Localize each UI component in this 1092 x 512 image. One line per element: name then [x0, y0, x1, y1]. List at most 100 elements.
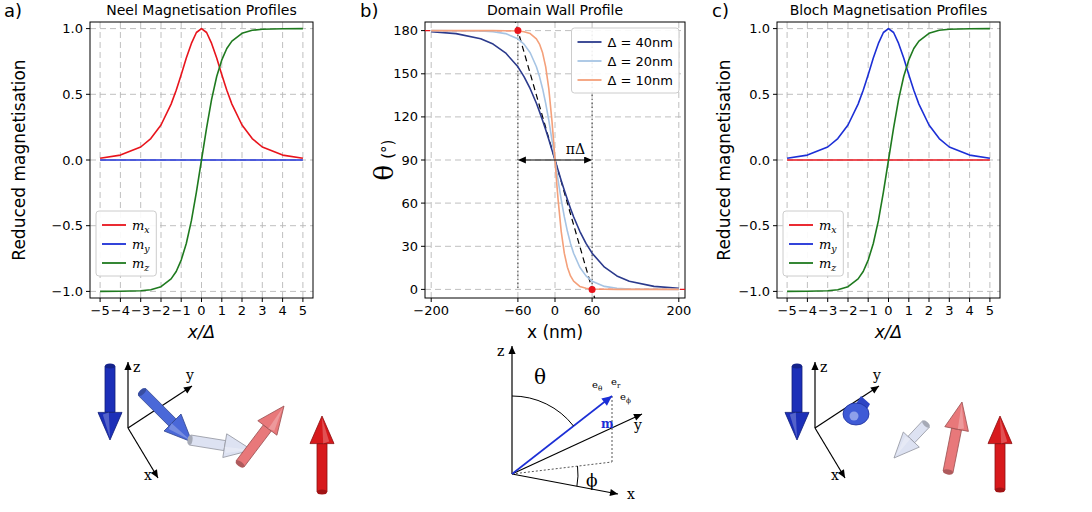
panel-title: Neel Magnetisation Profiles	[106, 2, 296, 18]
plot-frame	[90, 22, 313, 298]
legend-box	[572, 28, 680, 93]
panel-letter: a)	[4, 0, 22, 21]
x-axis-title: x (nm)	[527, 322, 583, 342]
symbol: m	[819, 218, 831, 233]
arrow-cone	[310, 416, 334, 444]
y-axis-unit: (°)	[379, 140, 397, 159]
y-tick-label: 0.0	[62, 153, 83, 168]
x-tick-label: 3	[258, 303, 266, 318]
tick-mark	[86, 160, 90, 161]
tick-mark	[929, 298, 930, 302]
tick-mark	[421, 73, 425, 74]
arrow-highlight	[895, 437, 910, 457]
y-axis-symbol: θ	[369, 165, 399, 181]
x-tick-label: 0	[197, 303, 205, 318]
y-tick-label: 1.0	[62, 21, 83, 36]
legend-label: Δ = 10nm	[608, 73, 674, 88]
z-axis	[814, 362, 815, 428]
legend-swatch	[102, 243, 126, 245]
neel-diagram: zyx	[98, 359, 334, 495]
arrow-base	[921, 419, 931, 429]
y-tick-label: −1.0	[738, 284, 770, 299]
tick-mark	[908, 298, 909, 302]
symbol: m	[132, 256, 144, 271]
arrow-head	[518, 156, 526, 163]
tick-mark	[773, 94, 777, 95]
symbol: m	[819, 256, 831, 271]
axis-name: y	[872, 367, 881, 383]
tangent-point	[514, 27, 521, 34]
y-tick-label: −0.5	[51, 218, 83, 233]
arrow-shaft	[138, 388, 176, 426]
x-tick-label: −60	[504, 303, 531, 318]
legend-swatch	[789, 224, 813, 226]
tick-mark	[421, 30, 425, 31]
axis-name: y	[633, 417, 642, 433]
subscript: y	[143, 243, 150, 254]
tangent-point	[589, 286, 596, 293]
tick-mark	[421, 203, 425, 204]
x-tick-label: −3	[818, 303, 837, 318]
arrow-cone	[843, 403, 869, 425]
axis-name: z	[820, 359, 827, 375]
tick-mark	[787, 298, 788, 302]
grid-line	[425, 246, 685, 247]
grid-line	[90, 94, 313, 95]
grid-line	[777, 94, 1000, 95]
x-tick-label: 200	[666, 303, 691, 318]
arrow-base	[995, 488, 1005, 493]
y-tick-label: 150	[393, 66, 418, 81]
tick-mark	[678, 298, 679, 302]
tick-mark	[161, 298, 162, 302]
x-tick-label: 0	[551, 303, 559, 318]
tick-mark	[773, 291, 777, 292]
tick-mark	[888, 298, 889, 302]
tick-mark	[848, 298, 849, 302]
panel: −5−4−3−2−1012345−1.0−0.50.00.51.0mxmymzB…	[714, 2, 1000, 342]
figure: a)b)c)−5−4−3−2−1012345−1.0−0.50.00.51.0m…	[0, 0, 1092, 512]
symbol: m	[132, 237, 144, 252]
arrow-highlight	[322, 418, 329, 444]
arrow-shaft	[105, 366, 115, 412]
arrow-base	[792, 364, 802, 369]
coordinate-diagram: zyxθϕeθereϕm	[497, 343, 642, 502]
axis-name: z	[497, 343, 504, 359]
tick-mark	[773, 28, 777, 29]
tick-mark	[431, 298, 432, 302]
tick-mark	[282, 298, 283, 302]
tick-mark	[773, 225, 777, 226]
axis-name: y	[185, 367, 194, 383]
tick-mark	[592, 298, 593, 302]
subscript: x	[144, 224, 150, 235]
symbol: m	[819, 237, 831, 252]
legend-box	[783, 211, 843, 276]
arrow-cone	[785, 412, 809, 440]
symbol: m	[132, 218, 144, 233]
legend-swatch	[789, 243, 813, 245]
legend-label: Δ = 20nm	[608, 54, 674, 69]
panel-letter: c)	[712, 0, 729, 21]
spin-arrow	[137, 387, 192, 442]
subscript: y	[830, 243, 837, 254]
axis-arrow-head	[183, 386, 192, 393]
arrow-base	[187, 435, 194, 446]
x-axis	[128, 428, 158, 478]
y-tick-label: 120	[393, 109, 418, 124]
axis-arrow-head	[811, 362, 818, 370]
x-tick-label: −4	[111, 303, 130, 318]
spin-arrow	[785, 364, 809, 441]
arrow-base	[105, 364, 115, 369]
y-tick-label: 60	[401, 196, 418, 211]
arrow-base	[317, 490, 327, 495]
y-tick-label: 1.0	[749, 21, 770, 36]
panel: −5−4−3−2−1012345−1.0−0.50.00.51.0mxmymzN…	[9, 2, 313, 342]
tick-mark	[969, 298, 970, 302]
x-axis-title: x/Δ	[874, 322, 902, 342]
spin-arrow	[894, 419, 931, 458]
arrow-cone	[988, 416, 1012, 444]
width-arrow	[518, 156, 592, 163]
arrow-shaft	[189, 435, 225, 451]
arrow-highlight	[103, 412, 110, 438]
panel-title: Bloch Magnetisation Profiles	[790, 2, 987, 18]
z-axis	[127, 362, 128, 428]
